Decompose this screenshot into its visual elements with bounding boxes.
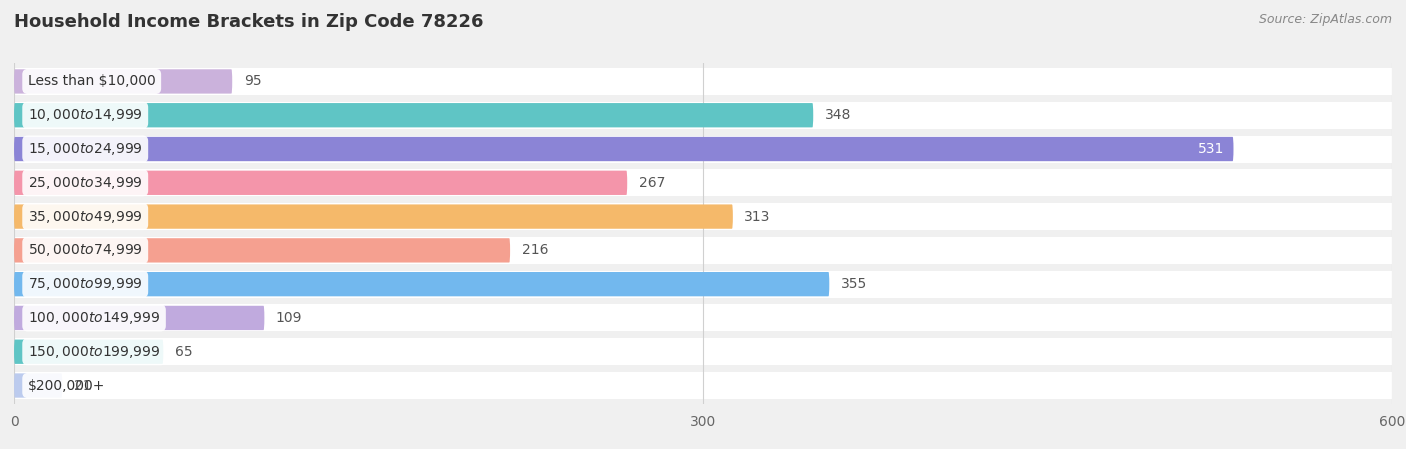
Text: $10,000 to $14,999: $10,000 to $14,999 bbox=[28, 107, 142, 123]
Text: $200,000+: $200,000+ bbox=[28, 379, 105, 392]
FancyBboxPatch shape bbox=[14, 304, 1392, 331]
Text: $75,000 to $99,999: $75,000 to $99,999 bbox=[28, 276, 142, 292]
Text: 531: 531 bbox=[1198, 142, 1225, 156]
Text: 355: 355 bbox=[841, 277, 868, 291]
FancyBboxPatch shape bbox=[14, 69, 232, 93]
FancyBboxPatch shape bbox=[14, 68, 1392, 95]
FancyBboxPatch shape bbox=[14, 306, 264, 330]
Text: 313: 313 bbox=[744, 210, 770, 224]
FancyBboxPatch shape bbox=[14, 372, 1392, 399]
FancyBboxPatch shape bbox=[14, 237, 1392, 264]
FancyBboxPatch shape bbox=[14, 102, 1392, 129]
FancyBboxPatch shape bbox=[14, 203, 1392, 230]
Text: 65: 65 bbox=[174, 345, 193, 359]
FancyBboxPatch shape bbox=[14, 271, 1392, 298]
FancyBboxPatch shape bbox=[14, 272, 830, 296]
Text: Source: ZipAtlas.com: Source: ZipAtlas.com bbox=[1258, 13, 1392, 26]
Text: $15,000 to $24,999: $15,000 to $24,999 bbox=[28, 141, 142, 157]
FancyBboxPatch shape bbox=[14, 238, 510, 263]
FancyBboxPatch shape bbox=[14, 136, 1392, 163]
Text: $100,000 to $149,999: $100,000 to $149,999 bbox=[28, 310, 160, 326]
FancyBboxPatch shape bbox=[14, 171, 627, 195]
FancyBboxPatch shape bbox=[14, 204, 733, 229]
FancyBboxPatch shape bbox=[14, 338, 1392, 365]
Text: $150,000 to $199,999: $150,000 to $199,999 bbox=[28, 344, 160, 360]
Text: 267: 267 bbox=[638, 176, 665, 190]
Text: 216: 216 bbox=[522, 243, 548, 257]
FancyBboxPatch shape bbox=[14, 103, 813, 128]
Text: $35,000 to $49,999: $35,000 to $49,999 bbox=[28, 209, 142, 224]
Text: $25,000 to $34,999: $25,000 to $34,999 bbox=[28, 175, 142, 191]
Text: 21: 21 bbox=[73, 379, 91, 392]
Text: Less than $10,000: Less than $10,000 bbox=[28, 75, 156, 88]
Text: $50,000 to $74,999: $50,000 to $74,999 bbox=[28, 242, 142, 258]
Text: 348: 348 bbox=[825, 108, 851, 122]
FancyBboxPatch shape bbox=[14, 339, 163, 364]
Text: 109: 109 bbox=[276, 311, 302, 325]
Text: Household Income Brackets in Zip Code 78226: Household Income Brackets in Zip Code 78… bbox=[14, 13, 484, 31]
FancyBboxPatch shape bbox=[14, 374, 62, 398]
FancyBboxPatch shape bbox=[14, 137, 1233, 161]
Text: 95: 95 bbox=[243, 75, 262, 88]
FancyBboxPatch shape bbox=[14, 169, 1392, 196]
